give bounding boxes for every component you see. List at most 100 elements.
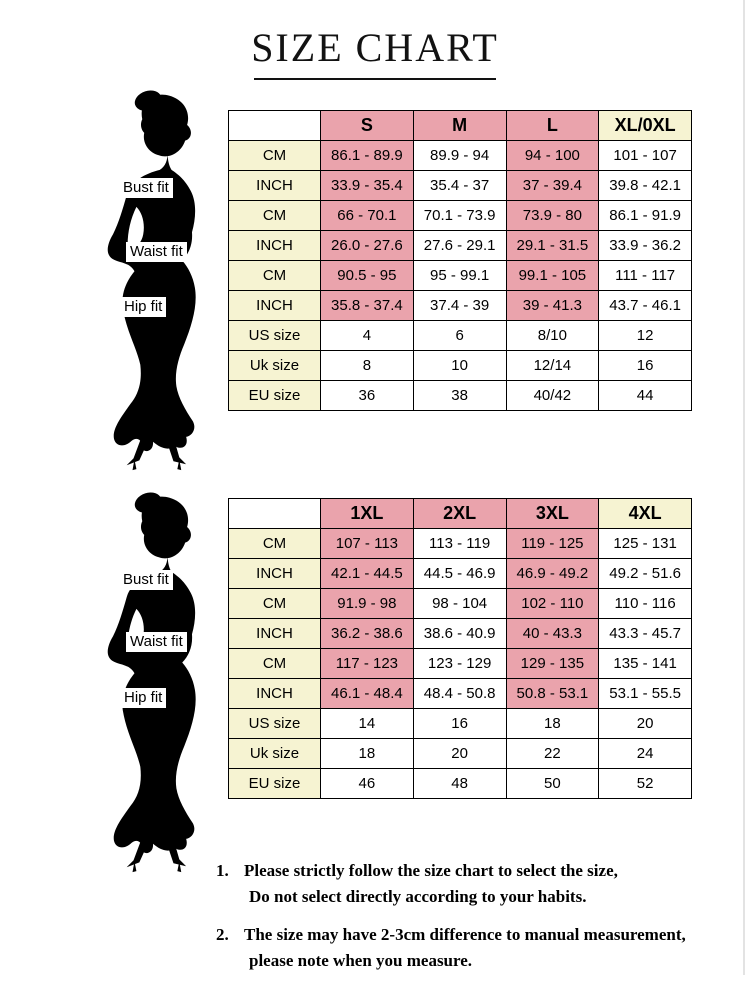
size-value: 16 xyxy=(412,708,507,739)
size-value: 35.8 - 37.4 xyxy=(320,290,414,321)
col-header: 2XL xyxy=(412,498,507,529)
size-value: 123 - 129 xyxy=(412,648,507,679)
notes-section: 1. Please strictly follow the size chart… xyxy=(216,858,746,986)
size-value: 39 - 41.3 xyxy=(505,290,600,321)
header-row: S M L XL/0XL xyxy=(228,110,692,141)
size-value: 66 - 70.1 xyxy=(320,200,414,231)
table-row: CM 90.5 - 95 95 - 99.1 99.1 - 105 111 - … xyxy=(228,260,692,291)
size-value: 38.6 - 40.9 xyxy=(412,618,507,649)
waist-fit-label: Waist fit xyxy=(126,242,187,262)
row-label: INCH xyxy=(228,618,321,649)
size-value: 52 xyxy=(598,768,692,799)
size-value: 24 xyxy=(598,738,692,769)
col-header: XL/0XL xyxy=(598,110,692,141)
page-edge-line xyxy=(743,0,745,975)
row-label: CM xyxy=(228,140,321,171)
row-label: US size xyxy=(228,708,321,739)
table-row: CM 66 - 70.1 70.1 - 73.9 73.9 - 80 86.1 … xyxy=(228,200,692,231)
corner-cell xyxy=(228,498,321,529)
size-value: 39.8 - 42.1 xyxy=(598,170,692,201)
woman-silhouette-icon xyxy=(107,492,196,873)
size-value: 22 xyxy=(505,738,600,769)
col-header: L xyxy=(505,110,600,141)
note-number: 2. xyxy=(216,925,229,944)
table-row: INCH 33.9 - 35.4 35.4 - 37 37 - 39.4 39.… xyxy=(228,170,692,201)
woman-silhouette-icon xyxy=(107,90,196,471)
note-item: 1. Please strictly follow the size chart… xyxy=(216,858,746,909)
size-value: 53.1 - 55.5 xyxy=(598,678,692,709)
size-value: 16 xyxy=(598,350,692,381)
note-line: The size may have 2-3cm difference to ma… xyxy=(244,925,686,944)
table-row: INCH 26.0 - 27.6 27.6 - 29.1 29.1 - 31.5… xyxy=(228,230,692,261)
row-label: EU size xyxy=(228,380,321,411)
size-value: 117 - 123 xyxy=(320,648,414,679)
row-label: Uk size xyxy=(228,350,321,381)
size-value: 50.8 - 53.1 xyxy=(505,678,600,709)
size-value: 91.9 - 98 xyxy=(320,588,414,619)
size-value: 40/42 xyxy=(505,380,600,411)
size-value: 20 xyxy=(598,708,692,739)
size-value: 36 xyxy=(320,380,414,411)
size-value: 86.1 - 91.9 xyxy=(598,200,692,231)
title-underline xyxy=(254,78,496,80)
size-table-regular: S M L XL/0XL CM 86.1 - 89.9 89.9 - 94 94… xyxy=(228,110,692,411)
female-silhouette-1 xyxy=(70,88,235,473)
size-value: 20 xyxy=(412,738,507,769)
size-value: 129 - 135 xyxy=(505,648,600,679)
size-value: 18 xyxy=(505,708,600,739)
size-value: 125 - 131 xyxy=(598,528,692,559)
size-value: 4 xyxy=(320,320,414,351)
col-header: 4XL xyxy=(598,498,692,529)
size-value: 42.1 - 44.5 xyxy=(320,558,414,589)
size-table-plus: 1XL 2XL 3XL 4XL CM 107 - 113 113 - 119 1… xyxy=(228,498,692,799)
row-label: US size xyxy=(228,320,321,351)
row-label: CM xyxy=(228,200,321,231)
size-value: 10 xyxy=(412,350,507,381)
row-label: INCH xyxy=(228,290,321,321)
size-value: 46.1 - 48.4 xyxy=(320,678,414,709)
size-value: 119 - 125 xyxy=(505,528,600,559)
bust-fit-label: Bust fit xyxy=(119,570,173,590)
table-row: EU size 46 48 50 52 xyxy=(228,768,692,799)
table-row: Uk size 18 20 22 24 xyxy=(228,738,692,769)
table-row: CM 91.9 - 98 98 - 104 102 - 110 110 - 11… xyxy=(228,588,692,619)
size-value: 110 - 116 xyxy=(598,588,692,619)
row-label: INCH xyxy=(228,558,321,589)
table-row: CM 86.1 - 89.9 89.9 - 94 94 - 100 101 - … xyxy=(228,140,692,171)
waist-fit-label: Waist fit xyxy=(126,632,187,652)
table-row: CM 107 - 113 113 - 119 119 - 125 125 - 1… xyxy=(228,528,692,559)
size-value: 135 - 141 xyxy=(598,648,692,679)
size-value: 29.1 - 31.5 xyxy=(505,230,600,261)
size-value: 33.9 - 36.2 xyxy=(598,230,692,261)
female-silhouette-2 xyxy=(70,490,235,875)
size-value: 43.3 - 45.7 xyxy=(598,618,692,649)
table-row: Uk size 8 10 12/14 16 xyxy=(228,350,692,381)
size-value: 48.4 - 50.8 xyxy=(412,678,507,709)
bust-fit-label: Bust fit xyxy=(119,178,173,198)
note-line: Do not select directly according to your… xyxy=(249,886,587,906)
page-title: SIZE CHART xyxy=(251,25,499,70)
size-value: 86.1 - 89.9 xyxy=(320,140,414,171)
size-value: 49.2 - 51.6 xyxy=(598,558,692,589)
table-row: INCH 42.1 - 44.5 44.5 - 46.9 46.9 - 49.2… xyxy=(228,558,692,589)
hip-fit-label: Hip fit xyxy=(120,688,167,708)
size-value: 18 xyxy=(320,738,414,769)
size-value: 101 - 107 xyxy=(598,140,692,171)
size-value: 113 - 119 xyxy=(412,528,507,559)
size-value: 73.9 - 80 xyxy=(505,200,600,231)
note-line: please note when you measure. xyxy=(249,950,473,970)
size-value: 48 xyxy=(412,768,507,799)
size-value: 35.4 - 37 xyxy=(412,170,507,201)
header-row: 1XL 2XL 3XL 4XL xyxy=(228,498,692,529)
row-label: INCH xyxy=(228,230,321,261)
table-row: US size 14 16 18 20 xyxy=(228,708,692,739)
row-label: CM xyxy=(228,260,321,291)
size-value: 46.9 - 49.2 xyxy=(505,558,600,589)
col-header: 1XL xyxy=(320,498,414,529)
size-value: 90.5 - 95 xyxy=(320,260,414,291)
size-value: 40 - 43.3 xyxy=(505,618,600,649)
size-value: 14 xyxy=(320,708,414,739)
size-value: 44.5 - 46.9 xyxy=(412,558,507,589)
size-value: 26.0 - 27.6 xyxy=(320,230,414,261)
